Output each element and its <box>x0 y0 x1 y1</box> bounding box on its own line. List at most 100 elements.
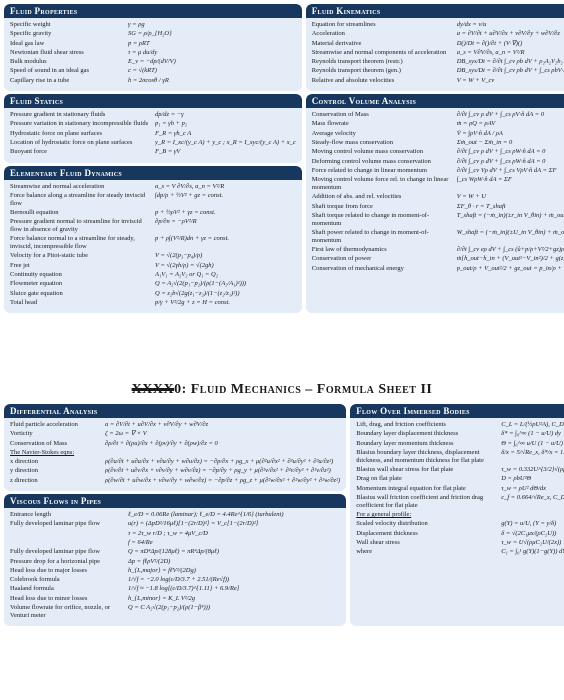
panel-body: Equation for streamlinesdy/dx = v/uAccel… <box>312 21 564 85</box>
formula-label: x direction <box>10 458 105 466</box>
title-redacted: XXXX <box>132 382 174 397</box>
formula-expression: a = ∂V/∂t + u∂V/∂x + v∂V/∂y + w∂V/∂z <box>105 421 340 429</box>
formula-line: Relative and absolute velocitiesV = W + … <box>312 77 564 85</box>
formula-label: Boundary layer momentum thickness <box>356 440 501 448</box>
formula-label: Flowmeter equation <box>10 280 155 288</box>
formula-expression: δ* = ∫₀^∞ (1 − u/U) dy <box>501 430 564 438</box>
formula-expression: DB_sys/Dt = ∂/∂t ∫_cv ρb dV + ∫_cs ρbV·n… <box>457 67 564 75</box>
formula-label: Force related to change in linear moment… <box>312 167 457 175</box>
formula-label: Fully developed laminar pipe flow <box>10 548 128 556</box>
formula-label: Velocity for a Pitot-static tube <box>10 252 155 260</box>
formula-label: Equation for streamlines <box>312 21 457 29</box>
formula-label: Blasius wall friction coefficient and fr… <box>356 494 501 510</box>
formula-sheet-1: Fluid Properties Specific weightγ = ρgSp… <box>0 0 564 370</box>
formula-expression: ℓ_e/D = 0.06Re (laminar); ℓ_e/D = 4.4Re^… <box>128 511 340 519</box>
formula-expression: p + ½ρV² + γz = const. <box>155 209 296 217</box>
formula-line: Buoyant forceF_B = γV <box>10 148 296 156</box>
formula-expression: τ = μ du/dy <box>128 49 296 57</box>
formula-expression: y_R = I_xc/(y_c A) + y_c ; x_R = I_xyc/(… <box>155 139 296 147</box>
formula-line: Blasius boundary layer thickness, displa… <box>356 449 564 465</box>
panel-body: Lift, drag, and friction coefficientsC_L… <box>356 421 564 556</box>
formula-line: Equation for streamlinesdy/dx = v/u <box>312 21 564 29</box>
formula-label: Buoyant force <box>10 148 155 156</box>
panel-fluid-statics: Fluid Statics Pressure gradient in stati… <box>4 94 302 162</box>
formula-label: Conservation of mechanical energy <box>312 265 457 273</box>
formula-expression: ρ(∂u/∂t + u∂u/∂x + v∂u/∂y + w∂u/∂z) = −∂… <box>105 458 340 466</box>
formula-line: Speed of sound in an ideal gasc = √(kRT) <box>10 67 296 75</box>
formula-line: Wall shear stressτ_w = U√(ρμC₂U/(2x)) <box>356 539 564 547</box>
formula-expression: ρ(∂v/∂t + u∂v/∂x + v∂v/∂y + w∂v/∂z) = −∂… <box>105 467 340 475</box>
formula-label: Moving control volume mass conservation <box>312 148 457 156</box>
formula-expression: ṁ = ρQ = ρAV <box>457 120 564 128</box>
formula-expression: p + ρ∫(V²/R)dn + γz = const. <box>155 235 296 243</box>
panel-control-volume: Control Volume Analysis Conservation of … <box>306 94 564 313</box>
formula-expression: F_B = γV <box>155 148 296 156</box>
formula-line: Head loss due to major lossesh_{L,major}… <box>10 567 340 575</box>
formula-expression: D()/Dt = ∂()/∂t + (V·∇)() <box>457 40 564 48</box>
formula-expression: a_s = V ∂V/∂s, a_n = V²/R <box>155 183 296 191</box>
formula-expression: 1/√f ≈ −1.8 log[(ε/D/3.7)^{1.11} + 6.9/R… <box>128 585 340 593</box>
formula-label: Reynolds transport theorem (gen.) <box>312 67 457 75</box>
formula-line: Drag on flat plateD = ρbU²Θ <box>356 475 564 483</box>
formula-line: Entrance lengthℓ_e/D = 0.06Re (laminar);… <box>10 511 340 519</box>
panel-fluid-kinematics: Fluid Kinematics Equation for streamline… <box>306 4 564 91</box>
formula-line: Haaland formula1/√f ≈ −1.8 log[(ε/D/3.7)… <box>10 585 340 593</box>
formula-expression: ∂/∂t ∫_cv ρ dV + ∫_cs ρW·n̂ dA = 0 <box>457 158 564 166</box>
panel-title: Fluid Properties <box>4 4 302 18</box>
formula-line: Shaft power related to change in moment-… <box>312 229 564 245</box>
formula-expression: c = √(kRT) <box>128 67 296 75</box>
formula-line: The Navier-Stokes eqns: <box>10 449 340 457</box>
panel-title: Viscous Flows in Pipes <box>4 494 346 508</box>
formula-expression: Θ = ∫₀^∞ u/U (1 − u/U) dy <box>501 440 564 448</box>
formula-expression: Q = z₂b√(2g(z₁−z₂)/(1−(z₂/z₁)²)) <box>155 290 296 298</box>
formula-line: Addition of abs. and rel. velocitiesV = … <box>312 193 564 201</box>
formula-line: Force balance along a streamline for ste… <box>10 192 296 208</box>
formula-label: Sluice gate equation <box>10 290 155 298</box>
formula-label: Lift, drag, and friction coefficients <box>356 421 501 429</box>
formula-expression: Q = C A₂√(2(p₁−p₂)/(ρ(1−β⁴))) <box>128 604 340 612</box>
formula-line: Vorticityζ = 2ω = ∇ × V <box>10 430 340 438</box>
formula-line: Hydrostatic force on plane surfacesF_R =… <box>10 130 296 138</box>
formula-label: Shaft torque from force <box>312 203 457 211</box>
formula-expression: p/γ + V²/2g + z = H = const. <box>155 299 296 307</box>
formula-line: Scaled velocity distributiong(Y) = u/U, … <box>356 520 564 528</box>
formula-label: Blasius wall shear stress for flat plate <box>356 466 501 474</box>
formula-expression: τ_w = 0.332U^{3/2}√(ρμ/x) <box>501 466 564 474</box>
formula-label: Conservation of Mass <box>312 111 457 119</box>
formula-label: Average velocity <box>312 130 457 138</box>
formula-label: Haaland formula <box>10 585 128 593</box>
formula-label: Shaft power related to change in moment-… <box>312 229 457 245</box>
formula-line: Flowmeter equationQ = A₂√(2(p₁−p₂)/(ρ(1−… <box>10 280 296 288</box>
formula-label: Fully developed laminar pipe flow <box>10 520 128 528</box>
formula-label: Addition of abs. and rel. velocities <box>312 193 457 201</box>
formula-line: Reynolds transport theorem (gen.)DB_sys/… <box>312 67 564 75</box>
formula-line: Force balance normal to a streamline for… <box>10 235 296 251</box>
panel-flow-immersed: Flow Over Immersed Bodies Lift, drag, an… <box>350 404 564 626</box>
panel-fluid-properties: Fluid Properties Specific weightγ = ρgSp… <box>4 4 302 91</box>
formula-expression: f = 64/Re <box>128 539 340 547</box>
formula-line: Sluice gate equationQ = z₂b√(2g(z₁−z₂)/(… <box>10 290 296 298</box>
formula-line: Blasius wall shear stress for flat plate… <box>356 466 564 474</box>
formula-label: Shaft torque related to change in moment… <box>312 212 457 228</box>
formula-label: Scaled velocity distribution <box>356 520 501 528</box>
formula-expression: V = √(2(p₃−p₄)/ρ) <box>155 252 296 260</box>
formula-label: Colebrook formula <box>10 576 128 584</box>
formula-label: Mass flowrate <box>312 120 457 128</box>
formula-expression: ∂/∂t ∫_cv eρ dV + ∫_cs (ů+p/ρ+V²/2+gz)ρV… <box>457 246 564 254</box>
formula-label: Specific gravity <box>10 30 128 38</box>
formula-expression: g(Y) = u/U, (Y = y/δ) <box>501 520 564 528</box>
formula-label: Head loss due to minor losses <box>10 595 128 603</box>
panel-title: Control Volume Analysis <box>306 94 564 108</box>
formula-expression: C₁ = ∫₀¹ g(Y)(1−g(Y)) dY ; C₂ = dg/dY|_{… <box>501 548 564 556</box>
formula-expression: DB_sys/Dt = ∂/∂t ∫_cv ρb dV + ρ₂A₂V₂b₂ −… <box>457 58 564 66</box>
formula-label: First law of thermodynamics <box>312 246 457 254</box>
formula-line: Bernoulli equationp + ½ρV² + γz = const. <box>10 209 296 217</box>
formula-label: Pressure variation in stationary incompr… <box>10 120 155 128</box>
formula-label: Streamwise and normal components of acce… <box>312 49 457 57</box>
formula-line: Displacement thicknessδ = √(2C₁μx/(ρC₂U)… <box>356 530 564 538</box>
formula-label: Vorticity <box>10 430 105 438</box>
formula-label: Head loss due to major losses <box>10 567 128 575</box>
formula-label: Reynolds transport theorem (restr.) <box>312 58 457 66</box>
formula-expression: τ_w = ρU² dΘ/dx <box>501 485 564 493</box>
formula-line: Moving control volume force rel. to chan… <box>312 176 564 192</box>
